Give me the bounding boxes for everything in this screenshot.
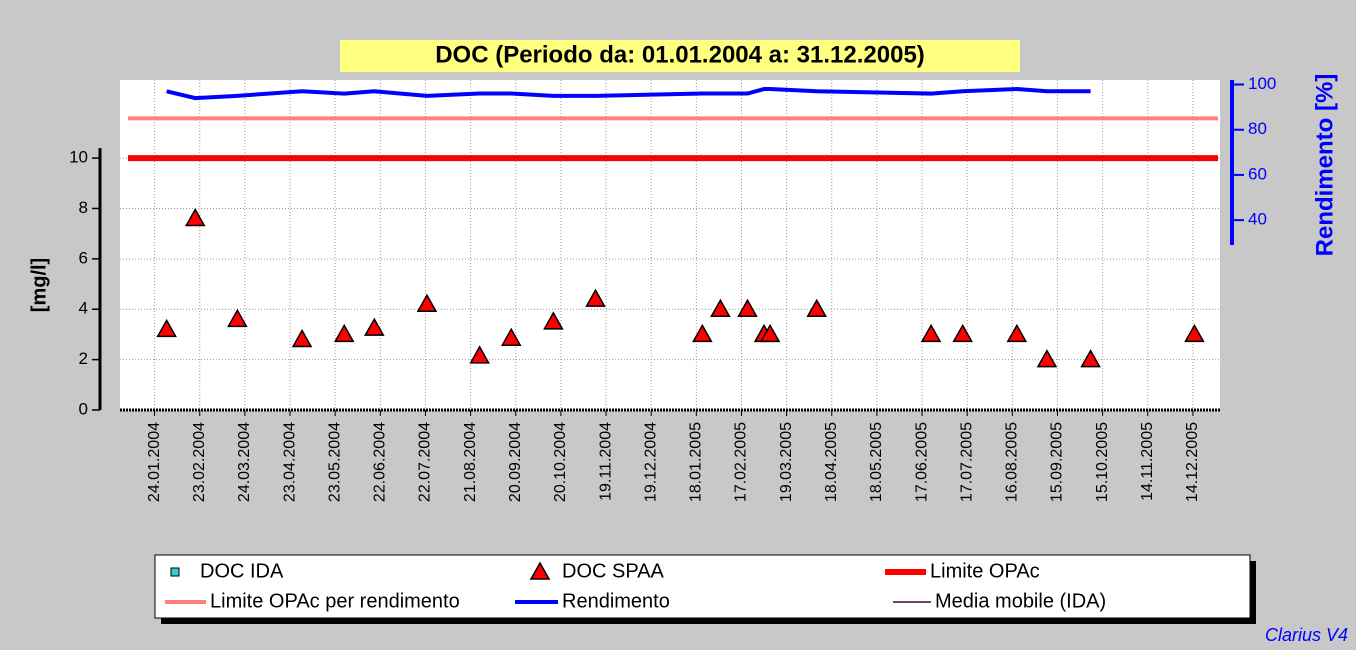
legend-label: DOC SPAA: [562, 560, 665, 582]
x-tick-label: 14.11.2005: [1139, 422, 1156, 501]
title-box: [340, 40, 1020, 72]
x-tick-label: 15.09.2005: [1049, 422, 1066, 502]
data-point: [692, 323, 713, 343]
y2-tick-label: 60: [1248, 164, 1267, 183]
data-point: [920, 323, 942, 343]
data-point: [737, 298, 758, 317]
y-tick-label: 2: [79, 349, 88, 368]
legend-symbol: [529, 561, 551, 580]
y2-tick-label: 100: [1248, 74, 1276, 93]
x-tick-label: 17.07.2005: [958, 422, 975, 502]
x-tick-label: 20.09.2004: [507, 422, 524, 502]
x-tick-label: 18.05.2005: [868, 422, 885, 502]
data-point: [585, 288, 606, 307]
x-tick-label: 17.02.2005: [733, 422, 750, 502]
data-point: [364, 317, 385, 336]
data-point: [710, 298, 731, 317]
y-tick-label: 6: [79, 248, 88, 267]
legend-label: DOC IDA: [200, 560, 284, 582]
x-tick-label: 16.08.2005: [1004, 422, 1021, 502]
legend-label: Rendimento: [562, 590, 670, 612]
data-point: [1036, 349, 1058, 368]
chart-title: DOC (Periodo da: 01.01.2004 a: 31.12.200…: [435, 41, 925, 68]
data-point: [759, 323, 781, 343]
y2-axis-label: Rendimento [%]: [1311, 74, 1338, 257]
x-tick-label: 18.01.2005: [688, 422, 705, 502]
x-tick-label: 19.03.2005: [778, 422, 795, 502]
y-axis-label: [mg/l]: [28, 258, 50, 312]
data-point: [543, 311, 564, 330]
data-line: [166, 87, 1091, 101]
data-point: [1184, 323, 1205, 343]
legend-label: Media mobile (IDA): [935, 590, 1106, 612]
legend: [154, 554, 1251, 619]
x-tick-label: 19.12.2004: [642, 422, 659, 502]
legend-symbol: [170, 567, 180, 577]
data-point: [184, 208, 206, 227]
x-tick-label: 14.12.2005: [1184, 422, 1201, 502]
credit: Clarius V4: [1265, 625, 1348, 645]
x-tick-label: 18.04.2005: [823, 422, 840, 502]
y-tick-label: 10: [69, 148, 88, 167]
data-point: [333, 323, 355, 343]
legend-label: Limite OPAc: [930, 560, 1040, 582]
x-tick-label: 21.08.2004: [462, 422, 479, 502]
y2-tick-label: 40: [1248, 210, 1267, 229]
data-point: [156, 318, 177, 338]
y2-tick-label: 80: [1248, 119, 1267, 138]
x-tick-label: 23.04.2004: [281, 422, 298, 502]
x-tick-label: 17.06.2005: [913, 422, 930, 502]
x-tick-label: 20.10.2004: [552, 422, 569, 502]
data-point: [416, 293, 438, 312]
x-tick-label: 19.11.2004: [597, 422, 614, 501]
y-tick-label: 0: [79, 399, 88, 418]
x-tick-label: 15.10.2005: [1094, 422, 1111, 502]
x-tick-label: 24.03.2004: [236, 422, 253, 502]
data-point: [469, 345, 490, 364]
y-tick-label: 4: [79, 299, 88, 318]
legend-entries: DOC IDA DOC SPAA Limite OPAc Limite OPAc pe…: [165, 560, 1106, 612]
data-point: [500, 327, 522, 346]
plot-area: [120, 80, 1220, 410]
y-tick-label: 8: [79, 198, 88, 217]
x-tick-label: 24.01.2004: [146, 422, 163, 502]
data-point: [1080, 349, 1101, 368]
data-point: [227, 308, 248, 328]
x-tick-label: 23.05.2004: [326, 422, 343, 502]
legend-label: Limite OPAc per rendimento: [210, 590, 460, 612]
x-tick-label: 22.06.2004: [372, 422, 389, 502]
x-tick-label: 23.02.2004: [191, 422, 208, 502]
data-point: [952, 323, 973, 343]
x-tick-label: 22.07.2004: [417, 422, 434, 502]
data-point: [1006, 323, 1028, 343]
data-point: [291, 328, 313, 348]
data-point: [806, 298, 827, 317]
